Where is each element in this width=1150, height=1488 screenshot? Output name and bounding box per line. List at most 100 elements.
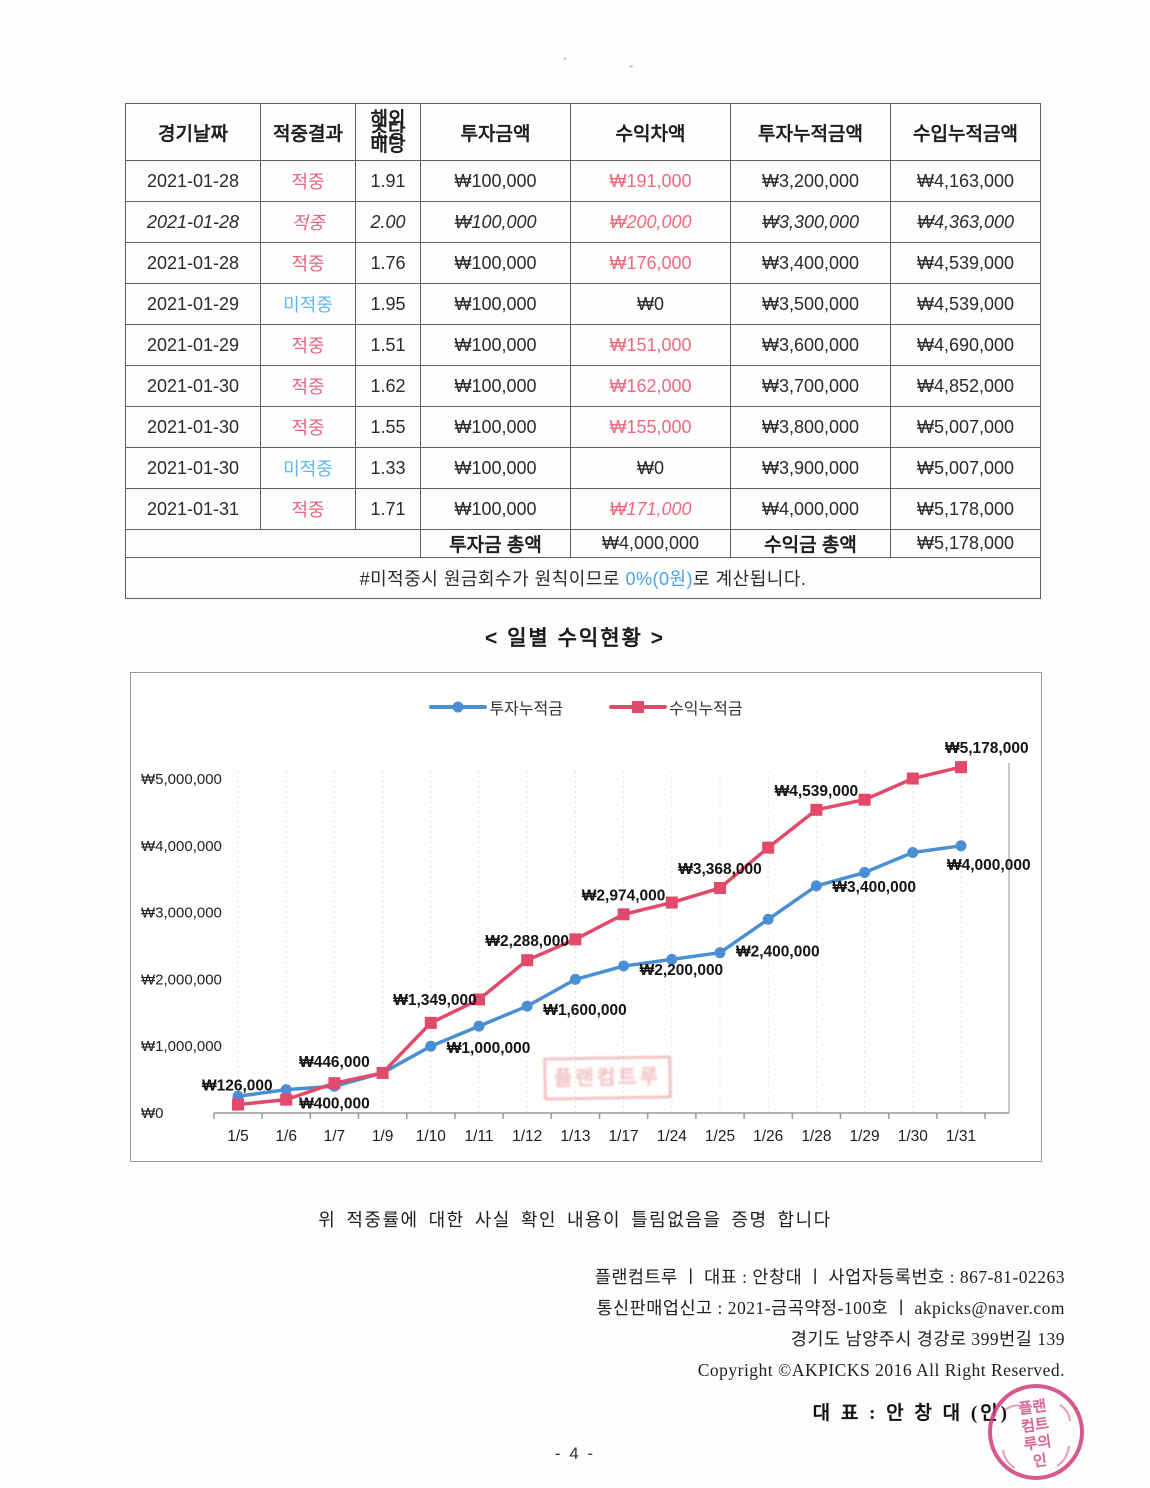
- date-cell: 2021-01-30: [125, 406, 261, 448]
- cum-income-cell: ₩4,852,000: [890, 365, 1041, 407]
- profit-cell: ₩0: [570, 283, 731, 325]
- invest-cell: ₩100,000: [420, 160, 571, 202]
- x-axis-label: 1/25: [705, 1128, 735, 1145]
- column-header: 수입누적금액: [890, 103, 1041, 161]
- profit-cell: ₩176,000: [570, 242, 731, 284]
- data-point-label: ₩2,200,000: [640, 962, 724, 979]
- x-axis-label: 1/30: [898, 1128, 929, 1145]
- result-cell: 미적중: [260, 447, 356, 489]
- legend-label: 투자누적금: [489, 701, 563, 718]
- odds-cell: 1.33: [355, 447, 421, 489]
- profit-cell: ₩151,000: [570, 324, 731, 366]
- column-header: 투자누적금액: [730, 103, 891, 161]
- company-info-line: Copyright ©AKPICKS 2016 All Right Reserv…: [697, 1360, 1065, 1380]
- table-row: 2021-01-28 적중 2.00 ₩100,000 ₩200,000 ₩3,300,0…: [125, 201, 1041, 243]
- data-point-label: ₩4,000,000: [947, 857, 1031, 874]
- invest-cell: ₩100,000: [420, 324, 571, 366]
- faint-stamp-watermark: 플랜컴트루: [543, 1055, 672, 1101]
- chart-legend: 투자누적금 수익누적금: [131, 695, 1041, 719]
- cum-invest-cell: ₩3,500,000: [730, 283, 891, 325]
- cum-invest-cell: ₩3,700,000: [730, 365, 891, 407]
- x-axis-label: 1/26: [753, 1128, 783, 1145]
- legend-item: 수익누적금: [609, 695, 743, 719]
- cum-invest-cell: ₩3,600,000: [730, 324, 891, 366]
- representative-signature: 대 표 : 안 창 대 (인): [812, 1403, 1010, 1424]
- cum-invest-cell: ₩3,300,000: [730, 201, 891, 243]
- result-cell: 적중: [260, 406, 356, 448]
- odds-cell: 2.00: [355, 201, 421, 243]
- data-point-label: ₩126,000: [202, 1078, 273, 1095]
- scan-speck: [629, 65, 633, 68]
- result-cell: 적중: [260, 201, 356, 243]
- data-point-label: ₩1,000,000: [447, 1040, 531, 1057]
- result-cell: 적중: [260, 365, 356, 407]
- page-number: - 4 -: [554, 1444, 596, 1463]
- profit-chart: 투자누적금 수익누적금 ₩0 ₩1,000,000 ₩2,000,000 ₩3,000,…: [130, 672, 1042, 1162]
- table-row: 2021-01-31 적중 1.71 ₩100,000 ₩171,000 ₩4,000,0…: [125, 488, 1041, 530]
- data-point-label: ₩446,000: [299, 1054, 370, 1071]
- result-cell: 적중: [260, 242, 356, 284]
- invest-cell: ₩100,000: [420, 242, 571, 284]
- invest-total-label: 투자금 총액: [420, 529, 571, 558]
- note-row: #미적중시 원금회수가 원칙이므로 0%(0원)로 계산됩니다.: [125, 557, 1041, 599]
- income-total-value: ₩5,178,000: [890, 529, 1041, 558]
- y-axis-label: ₩4,000,000: [141, 838, 222, 855]
- cum-invest-cell: ₩3,200,000: [730, 160, 891, 202]
- table-row: 2021-01-28 적중 1.91 ₩100,000 ₩191,000 ₩3,200,0…: [125, 160, 1041, 202]
- cum-invest-cell: ₩3,900,000: [730, 447, 891, 489]
- red-seal-stamp: 플랜 컴트 루의 인: [988, 1384, 1084, 1480]
- invest-cell: ₩100,000: [420, 365, 571, 407]
- legend-item: 투자누적금: [429, 695, 563, 719]
- data-point-label: ₩3,368,000: [678, 861, 762, 878]
- income-total-label: 수익금 총액: [730, 529, 891, 558]
- y-axis-label: ₩1,000,000: [141, 1038, 222, 1055]
- column-header: 수익차액: [570, 103, 731, 161]
- result-cell: 적중: [260, 324, 356, 366]
- cum-income-cell: ₩4,163,000: [890, 160, 1041, 202]
- data-point-label: ₩1,600,000: [543, 1002, 627, 1019]
- chart-title: < 일별 수익현황 >: [485, 627, 665, 650]
- totals-row: 투자금 총액 ₩4,000,000 수익금 총액 ₩5,178,000: [125, 529, 1041, 558]
- table-row: 2021-01-28 적중 1.76 ₩100,000 ₩176,000 ₩3,400,0…: [125, 242, 1041, 284]
- x-axis-label: 1/12: [512, 1128, 542, 1145]
- cum-income-cell: ₩5,178,000: [890, 488, 1041, 530]
- date-cell: 2021-01-28: [125, 160, 261, 202]
- circle-marker-icon: [429, 701, 488, 713]
- table-row: 2021-01-30 적중 1.62 ₩100,000 ₩162,000 ₩3,700,0…: [125, 365, 1041, 407]
- cum-invest-cell: ₩3,800,000: [730, 406, 891, 448]
- data-point-label: ₩2,974,000: [582, 887, 666, 904]
- profit-cell: ₩155,000: [570, 406, 731, 448]
- odds-cell: 1.51: [355, 324, 421, 366]
- line-chart-canvas: ₩0 ₩1,000,000 ₩2,000,000 ₩3,000,000 ₩4,000,0…: [141, 740, 1031, 1145]
- odds-cell: 1.55: [355, 406, 421, 448]
- date-cell: 2021-01-30: [125, 447, 261, 489]
- date-cell: 2021-01-30: [125, 365, 261, 407]
- date-cell: 2021-01-28: [125, 242, 261, 284]
- x-axis-label: 1/7: [324, 1128, 346, 1145]
- x-axis-label: 1/10: [416, 1128, 447, 1145]
- table-header-row: 경기날짜 적중결과 해외 초당 배당 투자금액 수익차액 투자누적금액 수입누적금액: [125, 103, 1041, 161]
- date-cell: 2021-01-29: [125, 283, 261, 325]
- invest-cell: ₩100,000: [420, 488, 571, 530]
- profit-cell: ₩162,000: [570, 365, 731, 407]
- invest-cell: ₩100,000: [420, 283, 571, 325]
- y-axis-label: ₩0: [141, 1105, 164, 1122]
- data-point-label: ₩2,400,000: [736, 944, 820, 961]
- x-axis-label: 1/31: [946, 1128, 976, 1145]
- svg-text:루의: 루의: [1023, 1432, 1053, 1454]
- profit-cell: ₩0: [570, 447, 731, 489]
- company-info-line: 경기도 남양주시 경강로 399번길 139: [790, 1329, 1065, 1349]
- column-header: 투자금액: [420, 103, 571, 161]
- cum-income-cell: ₩4,363,000: [890, 201, 1041, 243]
- x-axis-label: 1/6: [275, 1128, 297, 1145]
- profit-cell: ₩191,000: [570, 160, 731, 202]
- invest-cell: ₩100,000: [420, 447, 571, 489]
- cum-income-cell: ₩5,007,000: [890, 447, 1041, 489]
- invest-cell: ₩100,000: [420, 406, 571, 448]
- betting-results-table: 경기날짜 적중결과 해외 초당 배당 투자금액 수익차액 투자누적금액 수입누적금액 202…: [125, 103, 1041, 599]
- column-header: 경기날짜: [125, 103, 261, 161]
- data-point-label: ₩400,000: [299, 1095, 370, 1112]
- certification-line: 위 적중률에 대한 사실 확인 내용이 틀림없음을 증명 합니다: [318, 1210, 832, 1230]
- data-point-label: ₩5,178,000: [945, 740, 1029, 757]
